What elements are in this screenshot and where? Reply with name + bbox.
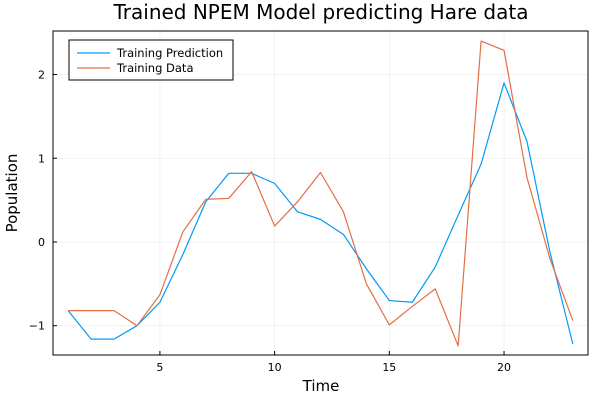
legend-label-training-prediction: Training Prediction xyxy=(116,46,223,60)
y-tick-label: 1 xyxy=(38,152,45,165)
y-tick-label: −1 xyxy=(29,320,45,333)
y-tick-label: 2 xyxy=(38,69,45,82)
series-line-training-prediction xyxy=(67,82,574,345)
series-lines xyxy=(67,40,574,347)
x-tick-label: 10 xyxy=(268,361,282,374)
legend: Training Prediction Training Data xyxy=(68,39,234,81)
plot-frame xyxy=(52,30,589,356)
x-tick-label: 5 xyxy=(156,361,163,374)
axis-ticks: 5 10 15 20 −1 0 1 2 xyxy=(29,69,511,374)
x-axis-label: Time xyxy=(302,377,340,395)
legend-label-training-data: Training Data xyxy=(116,61,194,75)
y-axis-label: Population xyxy=(3,154,21,233)
y-tick-label: 0 xyxy=(38,236,45,249)
x-tick-label: 20 xyxy=(497,361,511,374)
series-line-training-data xyxy=(68,40,574,347)
legend-box xyxy=(68,39,234,81)
x-tick-label: 15 xyxy=(382,361,396,374)
chart-title: Trained NPEM Model predicting Hare data xyxy=(113,0,529,24)
